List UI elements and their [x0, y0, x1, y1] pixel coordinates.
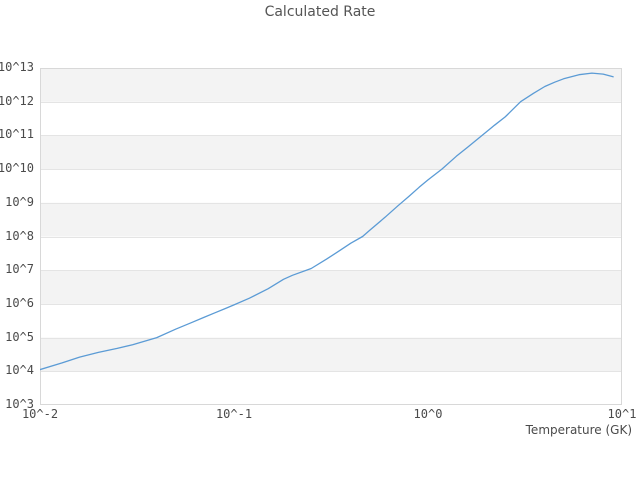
decade-band	[40, 270, 622, 304]
y-tick-label: 10^11	[0, 127, 34, 142]
decade-band	[40, 202, 622, 237]
y-tick-label: 10^12	[0, 93, 34, 108]
y-tick-label: 10^3	[5, 397, 34, 411]
plot-border	[40, 68, 622, 405]
x-tick-label: 10^-1	[215, 407, 253, 421]
y-tick-label: 10^10	[0, 161, 34, 176]
chart-title: Calculated Rate	[264, 4, 376, 20]
x-tick-label: 10^-2	[21, 407, 59, 421]
y-tick-label: 10^6	[5, 295, 34, 310]
y-tick-label: 10^8	[5, 228, 34, 243]
decade-bands	[40, 68, 622, 372]
decade-band	[40, 68, 622, 102]
y-tick-label: 10^7	[5, 262, 34, 277]
rate-curve	[39, 72, 614, 371]
plot-area	[39, 68, 622, 405]
y-tick-label: 10^9	[5, 194, 34, 209]
decade-band	[40, 337, 622, 372]
plot-canvas	[39, 68, 622, 405]
x-axis-label: Temperature (GK)	[525, 423, 632, 437]
gridlines	[40, 102, 622, 372]
y-tick-label: 10^13	[0, 60, 34, 74]
y-tick-label: 10^4	[5, 363, 34, 378]
x-tick-label: 10^0	[413, 407, 443, 421]
y-tick-label: 10^5	[5, 329, 34, 344]
x-tick-label: 10^1	[607, 407, 637, 421]
decade-band	[40, 135, 622, 170]
